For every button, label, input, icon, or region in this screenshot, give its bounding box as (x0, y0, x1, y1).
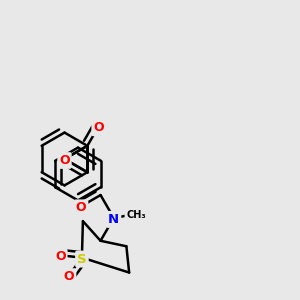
Text: O: O (64, 270, 74, 283)
Text: O: O (93, 122, 104, 134)
Text: N: N (108, 213, 119, 226)
Text: S: S (77, 253, 87, 266)
Text: CH₃: CH₃ (126, 210, 146, 220)
Text: O: O (55, 250, 66, 263)
Text: O: O (59, 154, 70, 167)
Text: O: O (76, 201, 86, 214)
